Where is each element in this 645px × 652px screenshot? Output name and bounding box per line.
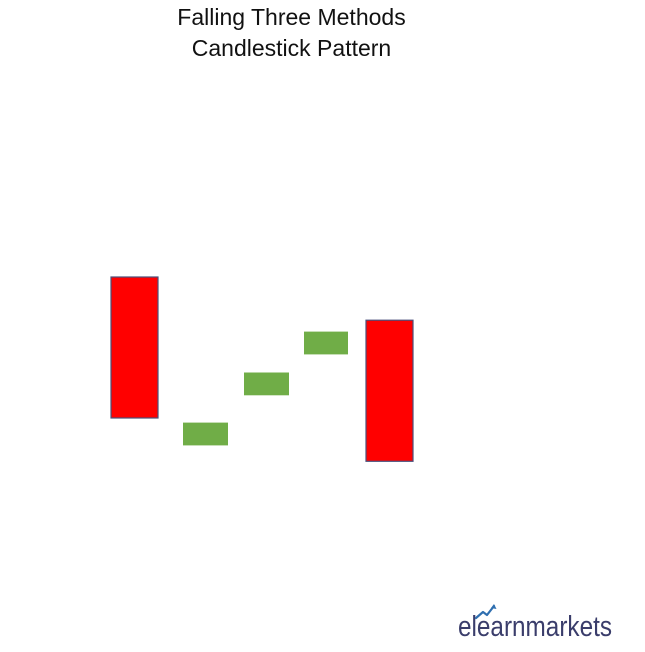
candle-3-bullish [244, 372, 289, 396]
candle-1-bearish [110, 276, 159, 419]
candles-group [110, 276, 414, 462]
arrowhead-icon [491, 604, 497, 609]
elearnmarkets-logo: elearnmarkets [458, 604, 612, 642]
candle-4-bullish [304, 331, 348, 355]
trend-arrow-icon [474, 604, 496, 620]
logo-wordmark: elearnmarkets [458, 611, 612, 642]
diagram-title: Falling Three Methods Candlestick Patter… [0, 2, 583, 64]
candle-5-bearish [365, 319, 414, 462]
candle-2-bullish [183, 422, 228, 446]
title-line-1: Falling Three Methods [177, 4, 406, 30]
title-line-2: Candlestick Pattern [191, 35, 392, 61]
